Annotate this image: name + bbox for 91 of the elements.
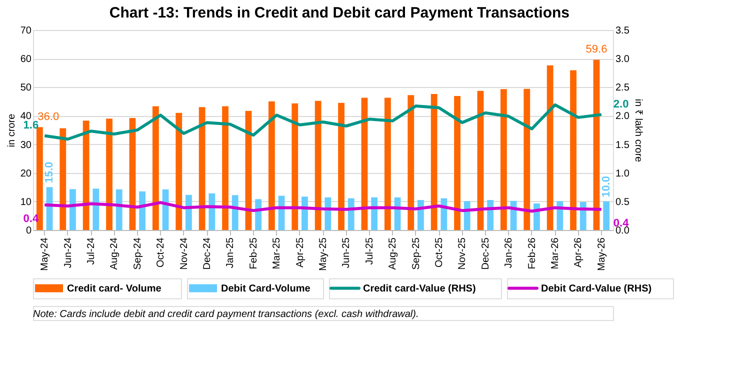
x-tick-label: Jan-26 (504, 237, 515, 268)
y-tick-label: 0 (26, 226, 32, 236)
x-tick-label: Feb-25 (248, 237, 260, 270)
bar (338, 102, 344, 230)
x-tick-label: Jun-24 (62, 237, 74, 268)
bar (361, 98, 368, 230)
bar (487, 200, 494, 230)
data-label: 10.0 (600, 176, 612, 198)
bar (546, 65, 554, 230)
bar (106, 118, 112, 230)
y2-tick-label: 0.0 (616, 226, 630, 236)
legend-label: Debit Card-Volume (221, 283, 311, 294)
y-tick-label: 10 (20, 196, 32, 208)
line-series (43, 201, 603, 213)
x-tick-label: Dec-24 (202, 237, 213, 270)
bar (348, 198, 354, 230)
y-axis-title: in crore (6, 113, 18, 148)
bar (116, 189, 122, 230)
x-tick-label: Feb-26 (526, 237, 538, 270)
chart-title: Chart -13: Trends in Credit and Debit card Payment Transactions (109, 4, 570, 22)
legend-label: Credit card-Value (RHS) (363, 283, 476, 294)
y2-tick-label: 2.5 (616, 82, 630, 94)
data-label: 15.0 (44, 162, 56, 184)
x-tick-label: Apr-25 (294, 237, 306, 268)
bar (371, 197, 378, 230)
data-label: 36.0 (38, 111, 60, 124)
bar (500, 89, 507, 230)
bar (603, 201, 610, 230)
legend-label: Credit card- Volume (67, 283, 162, 294)
bar (70, 189, 76, 230)
text: Note: Cards include debit and credit card payment transactions (excl. cash withdrawal). (33, 309, 419, 320)
x-tick-label: Jan-25 (225, 237, 236, 268)
y-tick-label: 20 (20, 168, 32, 180)
x-tick-label: Sep-25 (410, 237, 422, 270)
bar (418, 200, 424, 230)
bar (593, 60, 600, 230)
x-tick-label: May-25 (318, 237, 329, 271)
data-label: 59.6 (586, 44, 608, 56)
x-tick-label: Oct-25 (434, 237, 445, 268)
bar (454, 96, 460, 230)
y2-tick-label: 3.0 (616, 54, 630, 66)
bar (198, 107, 206, 230)
bar (255, 199, 262, 230)
x-tick-label: Apr-26 (573, 237, 584, 268)
y-tick-label: 50 (20, 82, 32, 94)
x-tick-label: Jul-24 (86, 237, 97, 265)
bar (176, 112, 182, 230)
x-tick-label: Mar-25 (272, 237, 283, 270)
data-label: 1.6 (23, 120, 39, 132)
x-tick-label: Nov-25 (457, 237, 468, 270)
x-tick-label: May-26 (596, 237, 608, 271)
y-tick-label: 70 (20, 26, 32, 36)
bar (464, 201, 470, 230)
bar (302, 196, 308, 230)
y-tick-label: 60 (20, 54, 32, 66)
y2-tick-label: 0.5 (616, 196, 630, 208)
x-tick-label: May-24 (40, 237, 51, 271)
y2-tick-label: 3.5 (616, 26, 630, 36)
bar (268, 101, 275, 230)
x-tick-label: Sep-24 (132, 237, 144, 270)
bar (60, 128, 66, 230)
legend-label: Debit Card-Value (RHS) (541, 283, 652, 294)
x-tick-label: Oct-24 (156, 237, 167, 268)
x-tick-label: Mar-26 (550, 237, 561, 270)
bar (82, 120, 90, 230)
bar (384, 98, 391, 230)
bar (92, 188, 100, 230)
y2-tick-label: 1.0 (616, 168, 630, 180)
x-tick-label: Aug-24 (109, 237, 120, 270)
bar (314, 100, 322, 230)
y2-tick-label: 1.5 (616, 140, 630, 151)
bar (232, 195, 238, 230)
bar (430, 94, 438, 230)
bar (208, 193, 216, 230)
bar (524, 88, 530, 230)
bar (292, 103, 298, 230)
y2-tick-label: 2.0 (616, 111, 630, 122)
bar (186, 194, 192, 230)
x-tick-label: Jul-25 (364, 237, 376, 265)
bar (408, 95, 414, 230)
data-label: 2.0 (613, 98, 629, 111)
x-tick-label: Nov-24 (178, 237, 190, 270)
y-tick-label: 30 (20, 140, 32, 151)
bar (139, 191, 146, 230)
bar (570, 70, 576, 230)
bar (222, 106, 228, 230)
y2-axis-title: in ₹ lakh crore (632, 98, 644, 163)
x-tick-label: Dec-25 (480, 237, 492, 270)
x-tick-label: Aug-25 (388, 237, 399, 270)
bar (152, 106, 159, 230)
x-tick-label: Jun-25 (341, 237, 352, 268)
